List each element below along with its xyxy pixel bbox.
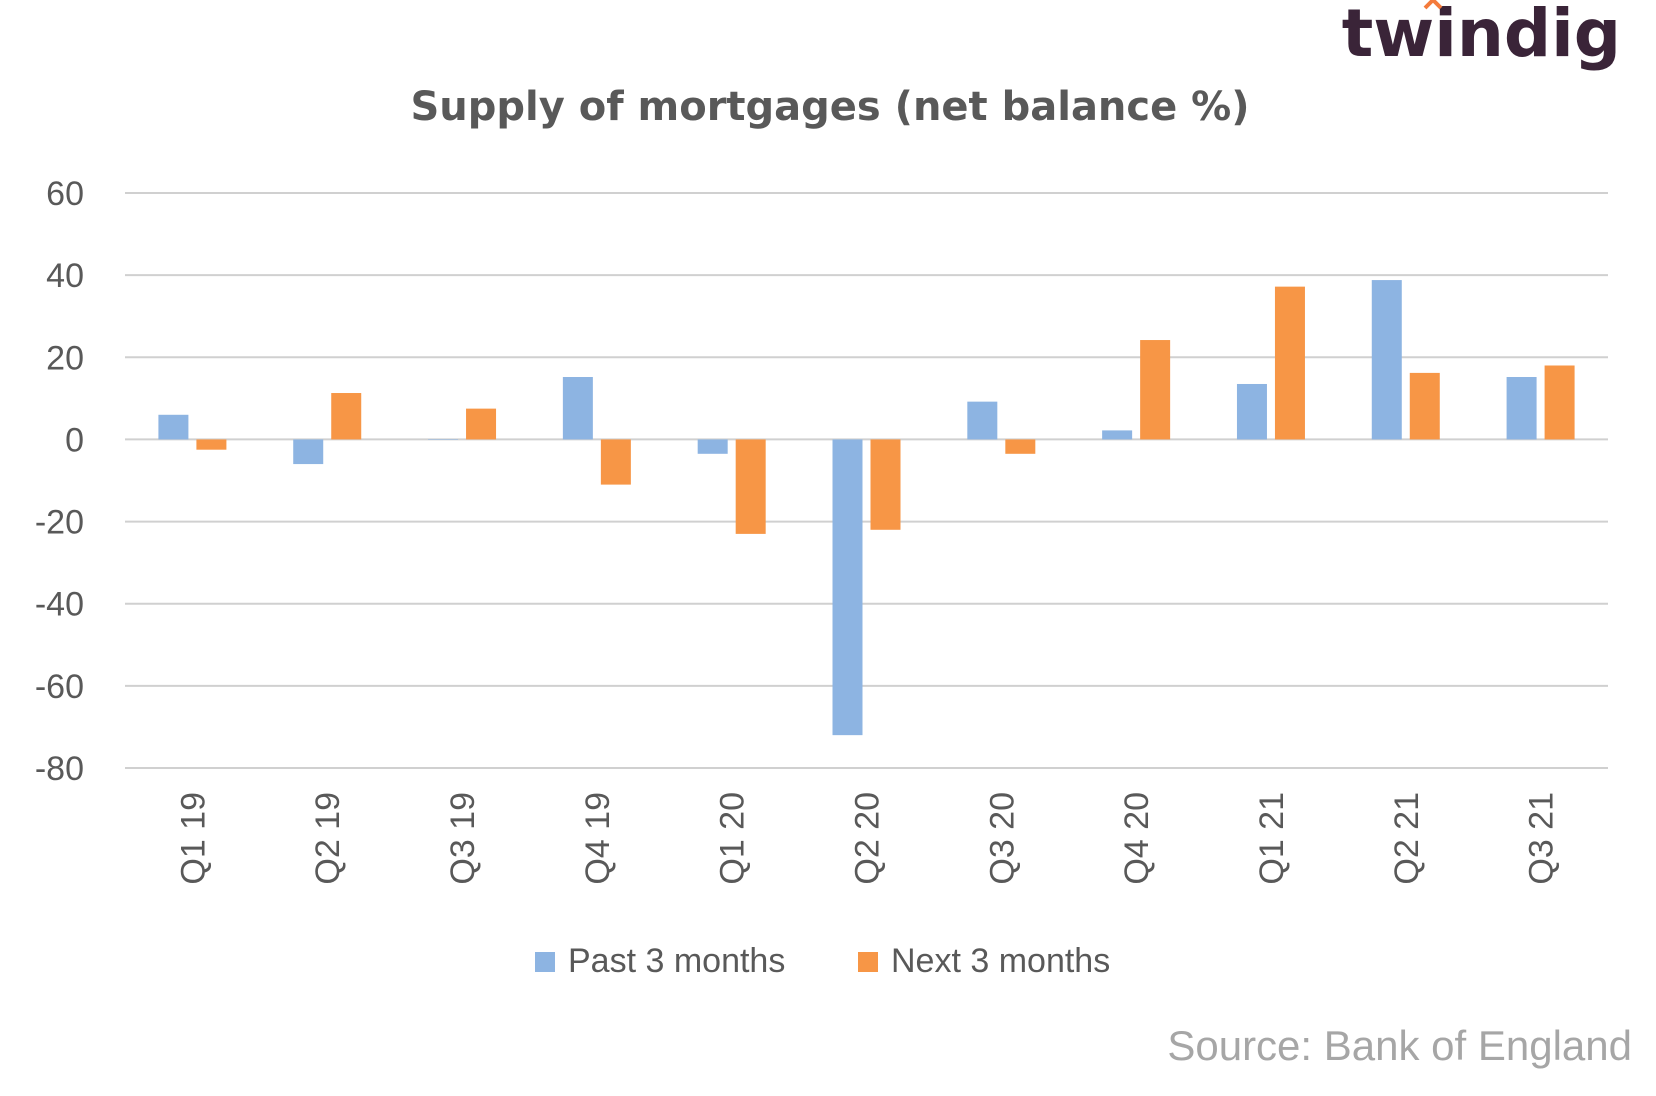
x-tick-label: Q2 19 <box>309 792 347 885</box>
bar-past-q2-19 <box>293 439 324 465</box>
y-tick-label: -60 <box>35 668 84 706</box>
x-tick-label: Q4 19 <box>579 792 617 885</box>
y-tick-label: -40 <box>35 586 84 624</box>
gridlines <box>125 192 1608 769</box>
y-tick-label: 0 <box>65 421 84 459</box>
legend-label-past: Past 3 months <box>568 942 785 980</box>
y-axis-ticks: 60 40 20 0 -20 -40 -60 -80 <box>35 175 84 788</box>
bars <box>158 280 1575 736</box>
x-tick-label: Q1 20 <box>714 792 752 885</box>
bar-next-q1-21 <box>1274 286 1305 440</box>
twindig-logo: twindig <box>1342 0 1621 72</box>
bar-next-q4-19 <box>600 439 631 485</box>
legend-label-next: Next 3 months <box>891 942 1110 980</box>
y-tick-label: -80 <box>35 750 84 788</box>
bar-past-q1-20 <box>697 439 728 454</box>
bar-next-q2-19 <box>331 393 362 440</box>
x-tick-label: Q2 21 <box>1388 792 1426 885</box>
bar-past-q2-21 <box>1371 280 1402 440</box>
x-axis-ticks: Q1 19 Q2 19 Q3 19 Q4 19 Q1 20 Q2 20 Q3 20 Q4 20… <box>174 792 1560 885</box>
x-tick-label: Q1 21 <box>1253 792 1291 885</box>
bar-next-q2-20 <box>870 439 901 530</box>
bar-next-q1-20 <box>735 439 766 534</box>
legend-swatch-next <box>858 952 878 972</box>
bar-past-q3-19 <box>428 439 459 440</box>
x-tick-label: Q4 20 <box>1118 792 1156 885</box>
legend-swatch-past <box>535 952 555 972</box>
bar-past-q4-20 <box>1102 430 1133 440</box>
bar-past-q3-20 <box>967 401 998 440</box>
y-tick-label: 60 <box>46 175 84 213</box>
bar-next-q1-19 <box>196 439 227 450</box>
x-tick-label: Q3 21 <box>1523 792 1561 885</box>
bar-next-q3-19 <box>466 408 497 440</box>
bar-next-q4-20 <box>1140 340 1171 440</box>
y-tick-label: -20 <box>35 504 84 542</box>
logo-text: twindig <box>1342 0 1621 72</box>
source-note: Source: Bank of England <box>1167 1022 1632 1069</box>
legend: Past 3 months Next 3 months <box>535 942 1110 980</box>
x-tick-label: Q2 20 <box>849 792 887 885</box>
bar-next-q2-21 <box>1409 372 1440 440</box>
bar-past-q1-21 <box>1236 383 1267 440</box>
bar-past-q4-19 <box>562 377 593 440</box>
bar-next-q3-21 <box>1544 365 1575 440</box>
x-tick-label: Q3 19 <box>444 792 482 885</box>
bar-next-q3-20 <box>1005 439 1036 454</box>
logo-roof-icon <box>1423 0 1443 10</box>
bar-past-q1-19 <box>158 414 189 440</box>
y-tick-label: 20 <box>46 339 84 377</box>
x-tick-label: Q1 19 <box>174 792 212 885</box>
bar-past-q2-20 <box>832 439 863 736</box>
chart-title: Supply of mortgages (net balance %) <box>410 84 1249 130</box>
bar-past-q3-21 <box>1506 377 1537 440</box>
y-tick-label: 40 <box>46 257 84 295</box>
x-tick-label: Q3 20 <box>983 792 1021 885</box>
